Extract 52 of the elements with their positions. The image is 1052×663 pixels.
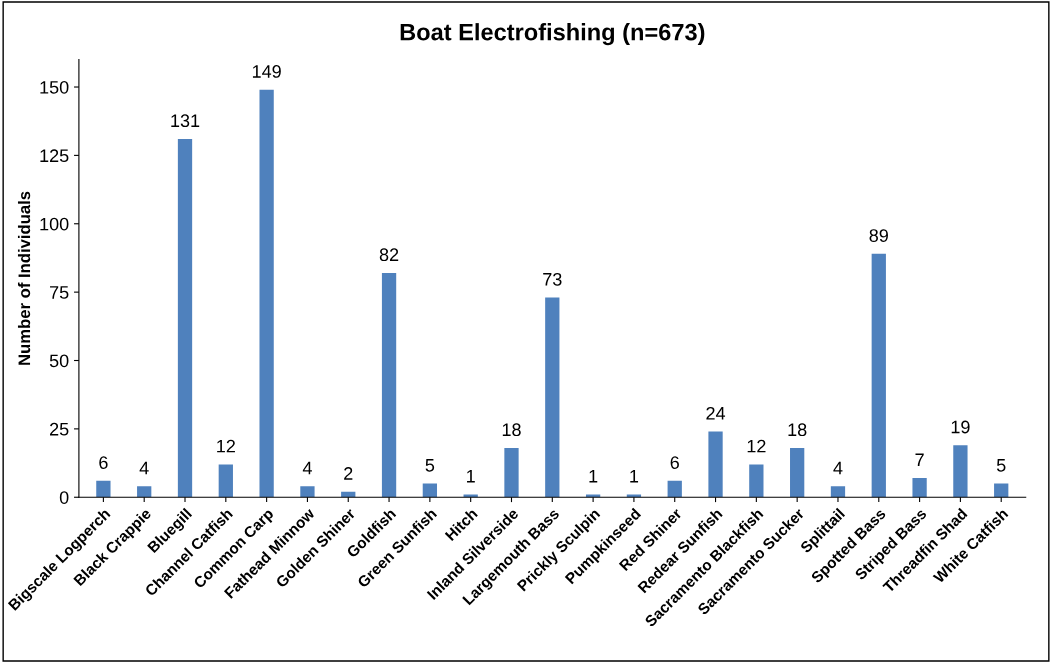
- data-label: 12: [217, 439, 235, 453]
- chart-title: Boat Electrofishing (n=673): [400, 23, 705, 46]
- data-label: 4: [302, 461, 312, 475]
- y-tick-label: 75: [50, 286, 69, 299]
- data-label: 149: [252, 65, 281, 78]
- bar: [953, 445, 968, 498]
- data-label: 1: [630, 470, 639, 483]
- bar: [790, 448, 805, 498]
- data-label: 1: [467, 470, 475, 483]
- data-label: 19: [951, 420, 970, 434]
- bar: [381, 272, 397, 498]
- bar: [96, 480, 111, 498]
- data-label: 82: [379, 248, 399, 262]
- data-label: 24: [706, 406, 726, 420]
- data-label: 6: [99, 456, 108, 469]
- data-label: 89: [869, 229, 888, 242]
- bar: [994, 483, 1009, 498]
- bar: [137, 486, 152, 498]
- y-tick-label: 25: [50, 422, 69, 436]
- bar: [259, 89, 274, 498]
- bar: [218, 464, 233, 498]
- data-label: 131: [171, 114, 200, 128]
- y-axis-title: Number of Individuals: [17, 191, 31, 365]
- y-tick-label: 100: [40, 217, 69, 231]
- bar: [177, 138, 193, 498]
- bar: [504, 448, 519, 498]
- data-label: 5: [425, 459, 435, 472]
- data-label: 1: [589, 470, 598, 483]
- data-label: 18: [502, 423, 521, 437]
- data-label: 18: [788, 423, 807, 437]
- bar: [422, 483, 438, 498]
- data-label: 4: [833, 461, 843, 475]
- y-tick-label: 50: [49, 354, 69, 368]
- y-tick-label: 150: [40, 80, 69, 94]
- bar: [545, 297, 560, 498]
- data-label: 6: [670, 456, 679, 469]
- data-label: 73: [543, 272, 562, 286]
- bar: [708, 431, 723, 498]
- data-label: 7: [915, 453, 924, 467]
- bar: [341, 491, 356, 498]
- bar: [830, 486, 846, 498]
- y-tick-label: 0: [59, 491, 69, 504]
- bar: [871, 253, 886, 498]
- data-label: 4: [139, 461, 149, 475]
- data-label: 5: [996, 459, 1006, 472]
- y-tick-label: 125: [40, 149, 69, 163]
- data-label: 12: [747, 439, 766, 453]
- bar: [749, 464, 764, 498]
- data-label: 2: [344, 467, 353, 480]
- bar: [912, 478, 927, 498]
- bar: [300, 486, 315, 498]
- bar: [667, 480, 682, 498]
